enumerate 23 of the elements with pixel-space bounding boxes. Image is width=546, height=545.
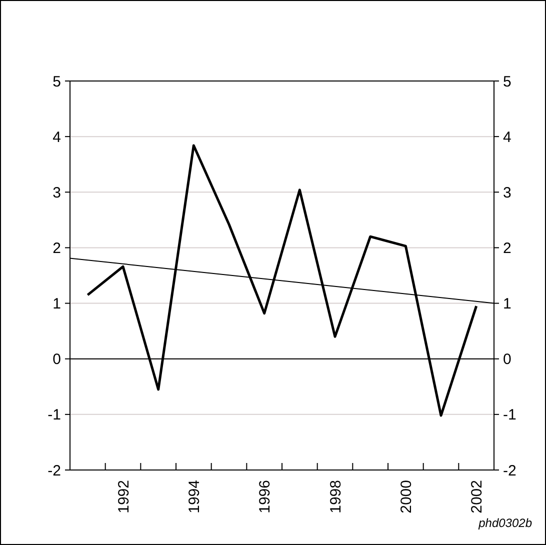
y2-tick-label: 1 [503,296,512,313]
y2-tick-label: 3 [503,184,512,202]
x-tick-label: 1992 [115,480,132,514]
y-tick-label: 4 [52,128,61,146]
x-tick-label: 1996 [256,480,274,514]
y2-tick-label: 0 [503,351,512,368]
y-tick-label: 2 [52,240,61,257]
y2-tick-label: 5 [503,73,512,90]
x-tick-label: 2000 [398,480,415,514]
x-tick-label: 1994 [186,480,203,514]
x-tick-label: 1998 [327,480,344,514]
y2-tick-label: 4 [503,128,512,146]
text: phd0302b [478,516,532,530]
y2-tick-label: -1 [503,406,516,424]
y-tick-label: 5 [52,73,61,90]
y-tick-label: -1 [48,406,61,424]
y-tick-label: 1 [52,296,61,313]
y-tick-label: 0 [52,351,61,368]
x-tick-label: 2002 [468,480,486,514]
y-tick-label: 3 [52,184,61,202]
y-tick-label: -2 [48,462,61,480]
y2-tick-label: 2 [503,240,512,257]
y2-tick-label: -2 [503,462,516,480]
